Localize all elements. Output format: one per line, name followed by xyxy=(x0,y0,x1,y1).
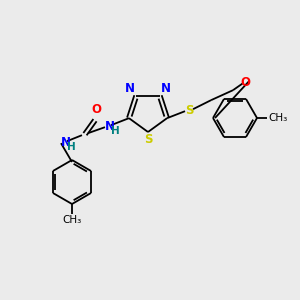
Text: H: H xyxy=(111,126,119,136)
Text: N: N xyxy=(125,82,135,95)
Text: N: N xyxy=(161,82,171,95)
Text: CH₃: CH₃ xyxy=(62,215,82,225)
Text: H: H xyxy=(67,142,75,152)
Text: S: S xyxy=(144,133,152,146)
Text: O: O xyxy=(240,76,250,89)
Text: N: N xyxy=(105,120,115,133)
Text: CH₃: CH₃ xyxy=(268,113,287,123)
Text: N: N xyxy=(61,136,71,149)
Text: O: O xyxy=(91,103,101,116)
Text: S: S xyxy=(185,104,193,117)
